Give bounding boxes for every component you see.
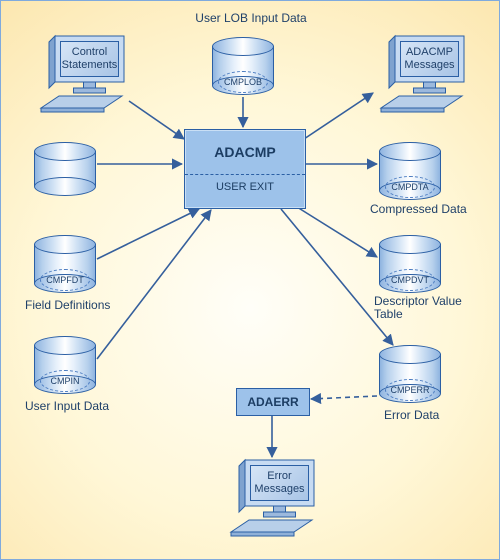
cmpdta-cylinder: CMPDTA (379, 142, 441, 198)
user-input-data-caption: User Input Data (25, 399, 135, 413)
cmplob-cylinder: CMPLOB (212, 37, 274, 93)
ctrl-monitor: ControlStatements (33, 34, 129, 122)
edge-cmpin-cyl-to-center-box (97, 210, 211, 359)
edge-center-box-to-cmpdvt-cyl (297, 207, 377, 257)
adaerr-label: ADAERR (247, 395, 298, 409)
compressed-data-caption: Compressed Data (370, 202, 470, 216)
edge-cmperr-cyl-to-adaerr-box (311, 396, 377, 399)
adacmp-subtitle: USER EXIT (185, 175, 305, 199)
error-data-caption: Error Data (384, 408, 474, 422)
errmsgs-screen: ErrorMessages (250, 465, 309, 501)
asso-cylinder (34, 142, 96, 194)
cmpfdt-face-label: CMPFDT (40, 269, 90, 291)
field-definitions-caption: Field Definitions (25, 298, 135, 312)
adacmp-title: ADACMP (185, 130, 305, 160)
errmsgs-monitor: ErrorMessages (223, 458, 319, 546)
compressed-caption-line: Compressed Data (370, 202, 467, 216)
edge-ctrl-monitor-to-center-box (129, 101, 184, 139)
cmpin-face-label: CMPIN (40, 370, 90, 392)
ctrl-screen: ControlStatements (60, 41, 119, 77)
msgs-monitor: ADACMPMessages (373, 34, 469, 122)
adacmp-box: ADACMP USER EXIT (184, 129, 306, 209)
descriptor-value-table-caption: Descriptor Value Table (374, 295, 464, 321)
msgs-screen: ADACMPMessages (400, 41, 459, 77)
header-caption: User LOB Input Data (181, 11, 321, 25)
edge-center-box-to-msgs-monitor (304, 93, 373, 139)
cmpdta-face-label: CMPDTA (385, 176, 435, 198)
cmperr-face-label: CMPERR (385, 379, 435, 401)
dvt-caption-line: Descriptor Value Table (374, 294, 462, 321)
cmpin-cylinder: CMPIN (34, 336, 96, 392)
cmperr-cylinder: CMPERR (379, 345, 441, 401)
cmplob-face-label: CMPLOB (218, 71, 268, 93)
cmpdvt-face-label: CMPDVT (385, 269, 435, 291)
cmpdvt-cylinder: CMPDVT (379, 235, 441, 291)
edge-center-box-to-cmperr-cyl (281, 209, 393, 345)
edge-cmpfdt-cyl-to-center-box (97, 209, 199, 259)
cmpfdt-cylinder: CMPFDT (34, 235, 96, 291)
adaerr-box: ADAERR (236, 388, 310, 416)
